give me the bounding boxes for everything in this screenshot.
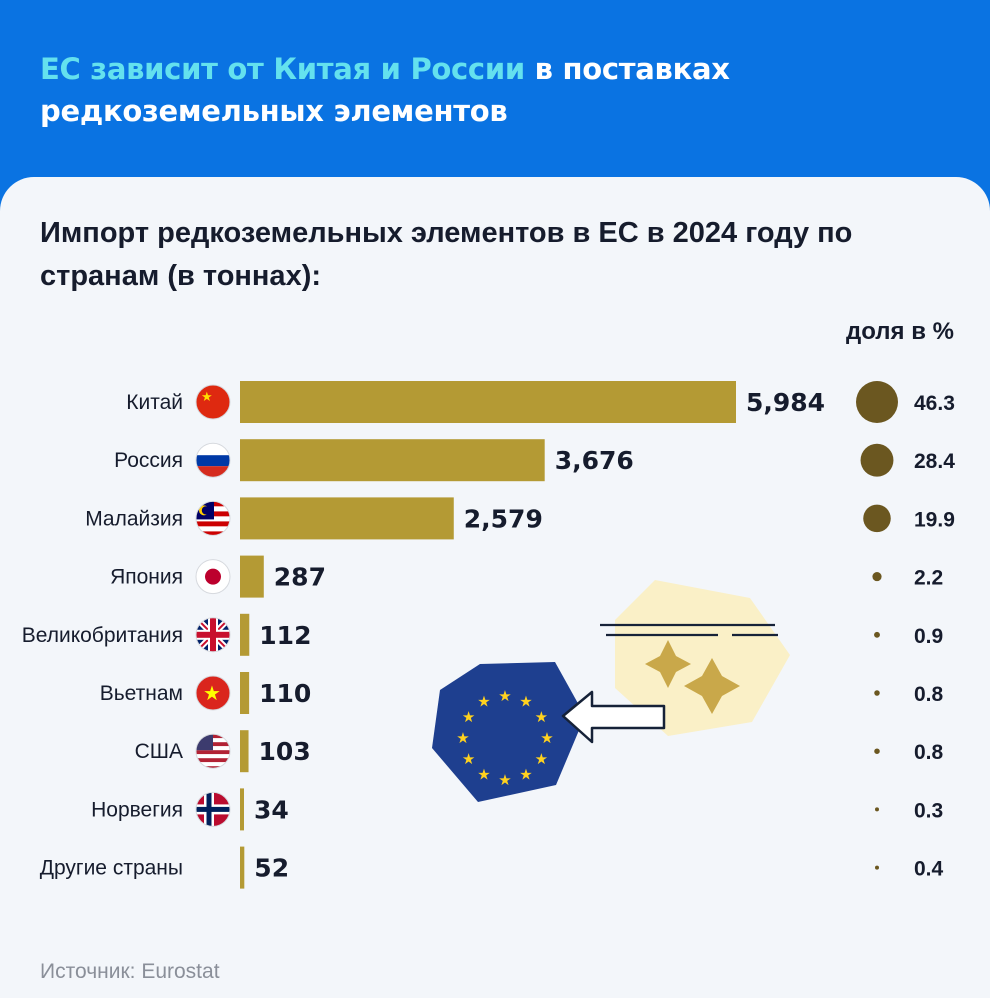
chart-row: Япония 287 2.2 xyxy=(110,555,943,598)
sparkle-badge-shape xyxy=(615,580,790,736)
eu-star: ★ xyxy=(498,687,511,705)
share-label: 28.4 xyxy=(914,450,955,473)
sparkle-icon-large xyxy=(684,658,740,714)
share-dot xyxy=(874,748,880,754)
japan-flag-icon xyxy=(195,559,231,595)
share-dot xyxy=(863,504,891,533)
share-dot xyxy=(872,572,882,582)
usa-flag-icon xyxy=(195,733,231,769)
uk-flag-icon xyxy=(195,617,231,653)
bar xyxy=(240,730,249,773)
eu-star: ★ xyxy=(535,708,548,726)
eu-star: ★ xyxy=(477,765,490,783)
chart-row: США 103 0.8 xyxy=(135,730,944,773)
russia-flag-icon xyxy=(195,442,231,478)
value-label: 287 xyxy=(274,563,326,592)
share-dot xyxy=(875,865,879,870)
china-flag-icon: ★ xyxy=(195,384,231,420)
share-dot xyxy=(875,807,879,812)
illustration: ★ ★★★★★★★★★★★ xyxy=(432,580,790,802)
vietnam-flag-icon: ★ xyxy=(195,675,231,711)
category-label: Великобритания xyxy=(22,624,183,647)
source-note: Источник: Eurostat xyxy=(40,960,220,983)
header-banner: ЕС зависит от Китая и России в поставках… xyxy=(0,0,990,200)
share-label: 0.9 xyxy=(914,625,943,648)
category-label: Китай xyxy=(126,391,183,414)
eu-star: ★ xyxy=(462,708,475,726)
bar xyxy=(240,497,454,540)
eu-star: ★ xyxy=(519,693,532,711)
eu-star: ★ xyxy=(498,771,511,789)
category-label: Вьетнам xyxy=(100,682,183,705)
sparkle-icon-small xyxy=(645,640,691,688)
eu-star: ★ xyxy=(456,729,469,747)
value-label: 110 xyxy=(259,679,311,708)
eu-flag-badge xyxy=(432,662,585,802)
chart-subtitle: Импорт редкоземельных элементов в ЕС в 2… xyxy=(40,217,853,292)
chart-row: Другие страны 52 0.4 xyxy=(40,846,944,889)
bar xyxy=(240,788,244,831)
share-dot xyxy=(874,690,880,696)
headline: ЕС зависит от Китая и России в поставках… xyxy=(40,48,940,132)
norway-flag-icon xyxy=(195,791,231,827)
share-label: 0.8 xyxy=(914,683,944,706)
headline-line2: редкоземельных элементов xyxy=(40,94,508,128)
value-label: 5,984 xyxy=(746,388,825,417)
category-label: Норвегия xyxy=(91,798,183,821)
category-label: Малайзия xyxy=(85,507,183,530)
share-dot xyxy=(856,381,898,423)
share-column-header: доля в % xyxy=(846,318,954,345)
chart-row: Малайзия 2,579 19.9 xyxy=(85,497,955,540)
chart-row: Норвегия 34 0.3 xyxy=(91,788,943,831)
eu-star: ★ xyxy=(477,693,490,711)
value-label: 52 xyxy=(254,854,289,883)
category-label: Япония xyxy=(110,566,183,589)
chart-row: Великобритания 112 0.9 xyxy=(22,613,943,656)
content-card xyxy=(0,177,990,998)
eu-star: ★ xyxy=(462,750,475,768)
share-label: 2.2 xyxy=(914,567,943,590)
eu-star: ★ xyxy=(519,765,532,783)
category-label: США xyxy=(135,740,183,763)
bar xyxy=(240,381,736,423)
chart-row: Россия 3,676 28.4 xyxy=(114,439,955,482)
bar xyxy=(240,555,264,598)
category-label: Россия xyxy=(114,449,183,472)
bar xyxy=(240,672,250,714)
value-label: 34 xyxy=(254,795,289,824)
bar xyxy=(240,613,250,656)
chart-row: Китай ★ 5,984 46.3 xyxy=(126,381,955,423)
chart-row: Вьетнам ★ 110 0.8 xyxy=(100,672,944,714)
value-label: 2,579 xyxy=(464,504,543,533)
eu-stars-icon: ★ ★★★★★★★★★★★ xyxy=(456,687,553,789)
value-label: 103 xyxy=(259,737,311,766)
value-label: 3,676 xyxy=(555,446,634,475)
share-label: 19.9 xyxy=(914,508,955,531)
chart-rows: Китай ★ 5,984 46.3 Россия 3,676 28.4 Малайзия 2,… xyxy=(22,381,955,889)
share-label: 0.3 xyxy=(914,799,943,822)
share-dot xyxy=(874,631,880,638)
bar xyxy=(240,846,245,889)
eu-star: ★ xyxy=(535,750,548,768)
share-label: 0.4 xyxy=(914,858,944,881)
share-label: 0.8 xyxy=(914,741,944,764)
svg-text:★: ★ xyxy=(201,390,213,405)
bar xyxy=(240,439,545,482)
value-label: 112 xyxy=(259,621,311,650)
share-dot xyxy=(860,443,894,477)
headline-highlight: ЕС зависит от Китая и России xyxy=(40,52,525,86)
share-label: 46.3 xyxy=(914,392,955,415)
eu-star: ★ xyxy=(540,729,553,747)
headline-rest: в поставках xyxy=(524,52,730,86)
svg-text:★: ★ xyxy=(203,681,221,705)
malaysia-flag-icon xyxy=(195,500,231,536)
arrow-left-icon xyxy=(561,690,666,744)
category-label: Другие страны xyxy=(40,857,183,880)
